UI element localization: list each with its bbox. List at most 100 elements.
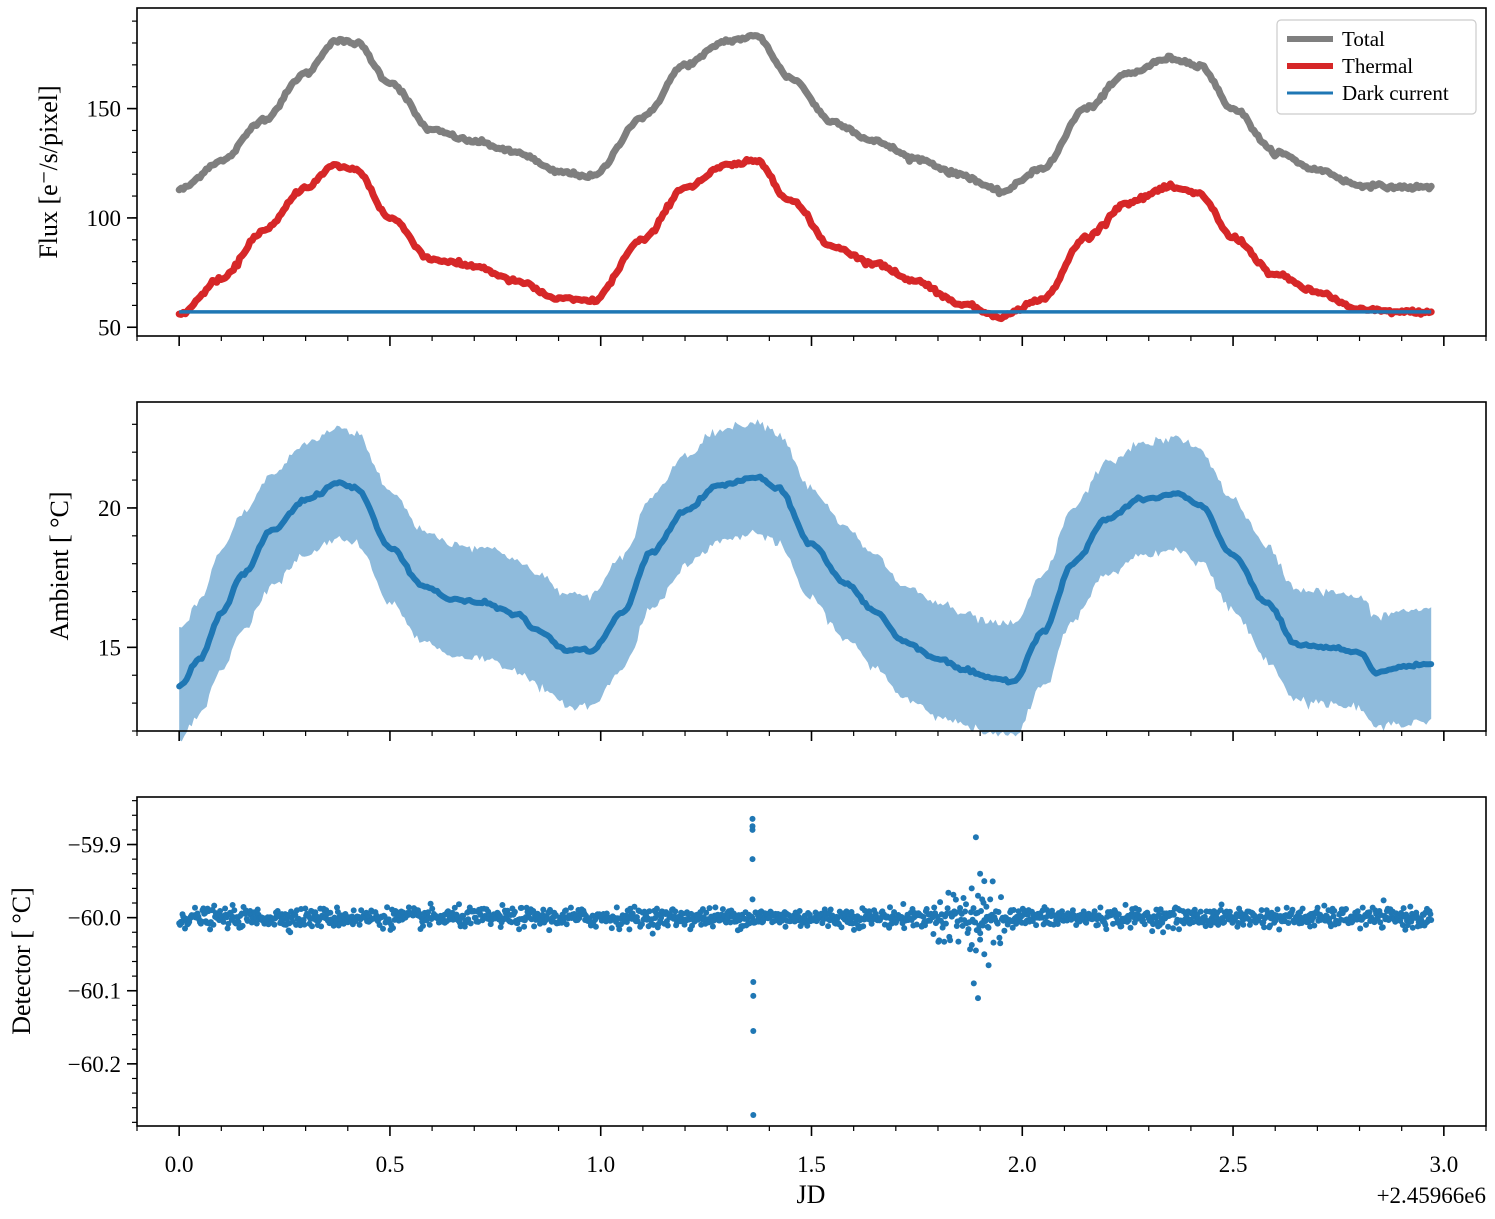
detector-point: [712, 904, 719, 911]
detector-point: [891, 909, 898, 916]
detector-point: [531, 923, 538, 930]
flux-y-tick-label: 150: [87, 97, 122, 122]
detector-point: [995, 909, 1002, 915]
detector-point: [1157, 906, 1164, 913]
detector-point: [1149, 928, 1156, 935]
detector-point: [608, 925, 615, 932]
ambient-y-tick-label: 20: [98, 496, 121, 521]
detector-point: [456, 901, 462, 908]
detector-point: [358, 907, 365, 914]
detector-point: [334, 908, 341, 915]
detector-point: [380, 925, 386, 932]
detector-point: [953, 923, 960, 929]
detector-point: [540, 906, 547, 913]
detector-ylabel: Detector [ °C]: [7, 887, 36, 1035]
detector-point: [562, 907, 569, 914]
detector-point: [1400, 905, 1407, 912]
detector-point: [1314, 904, 1321, 911]
detector-outlier-point: [981, 878, 988, 885]
x-tick-label: 2.0: [1008, 1152, 1037, 1177]
detector-point: [1261, 924, 1268, 931]
detector-point: [646, 908, 653, 915]
detector-point: [499, 902, 506, 908]
detector-point: [1357, 925, 1364, 932]
detector-outlier-point: [968, 885, 975, 892]
detector-point: [950, 891, 957, 898]
detector-point: [838, 924, 845, 931]
x-offset-text: +2.45966e6: [1377, 1183, 1486, 1208]
detector-outlier-point: [749, 826, 756, 833]
detector-axes-frame: [136, 796, 1487, 1127]
detector-point: [723, 919, 730, 926]
detector-point: [923, 906, 930, 912]
ambient-ylabel: Ambient [ °C]: [45, 491, 74, 640]
detector-point: [1380, 897, 1387, 904]
detector-point: [235, 919, 242, 925]
detector-point: [1059, 908, 1065, 915]
detector-point: [518, 904, 525, 911]
detector-point: [390, 925, 396, 931]
detector-point: [1407, 903, 1414, 910]
detector-point: [563, 921, 570, 928]
detector-point: [719, 906, 726, 913]
detector-outlier-point: [749, 896, 756, 903]
ambient-band: [179, 419, 1432, 742]
detector-point: [217, 908, 224, 914]
detector-point: [887, 904, 893, 911]
detector-point: [318, 923, 325, 930]
detector-point: [977, 930, 984, 937]
detector-point: [1363, 921, 1369, 928]
detector-point: [664, 922, 671, 929]
detector-point: [1240, 921, 1247, 928]
detector-point: [1366, 909, 1373, 916]
detector-point: [1409, 924, 1416, 931]
detector-point: [649, 930, 656, 937]
detector-point: [937, 899, 944, 906]
detector-point: [429, 905, 436, 912]
detector-point: [963, 901, 969, 908]
detector-point: [1399, 922, 1406, 928]
detector-point: [827, 906, 834, 913]
ambient-panel: 15 20 Ambient [ °C]: [45, 401, 1487, 742]
detector-point: [806, 911, 813, 918]
detector-y-tick-label: −59.9: [68, 833, 121, 858]
detector-point: [544, 915, 551, 922]
detector-point: [207, 926, 214, 933]
detector-point: [222, 905, 229, 912]
detector-point: [1221, 919, 1228, 926]
detector-point: [994, 920, 1001, 927]
detector-point: [420, 922, 426, 929]
detector-point: [1024, 911, 1031, 918]
legend-dark-label: Dark current: [1342, 81, 1449, 105]
detector-point: [192, 904, 198, 911]
detector-point: [804, 922, 811, 929]
detector-point: [460, 912, 467, 919]
detector-point: [990, 939, 997, 946]
x-tick-label: 3.0: [1429, 1152, 1458, 1177]
detector-point: [451, 904, 458, 911]
detector-point: [1427, 911, 1434, 918]
detector-point: [1122, 901, 1129, 908]
detector-point: [239, 922, 246, 929]
detector-point: [546, 927, 553, 934]
detector-point: [965, 926, 972, 933]
detector-point: [1049, 907, 1055, 914]
detector-point: [920, 913, 927, 920]
detector-outlier-point: [979, 896, 986, 903]
detector-point: [210, 921, 217, 928]
detector-point: [1115, 911, 1122, 918]
detector-point: [425, 909, 432, 916]
ambient-line: [176, 473, 1435, 690]
detector-outlier-point: [970, 980, 977, 987]
detector-point: [327, 909, 334, 916]
detector-point: [253, 920, 260, 927]
detector-point: [1289, 906, 1296, 913]
detector-point: [825, 923, 832, 930]
detector-outlier-point: [985, 962, 992, 969]
detector-point: [996, 934, 1003, 941]
detector-point: [1321, 902, 1328, 909]
flux-panel: 50 100 150 Flux [e⁻/s/pixel] Total Thermal…: [34, 7, 1487, 340]
detector-point: [1094, 921, 1101, 928]
detector-point: [957, 905, 964, 911]
